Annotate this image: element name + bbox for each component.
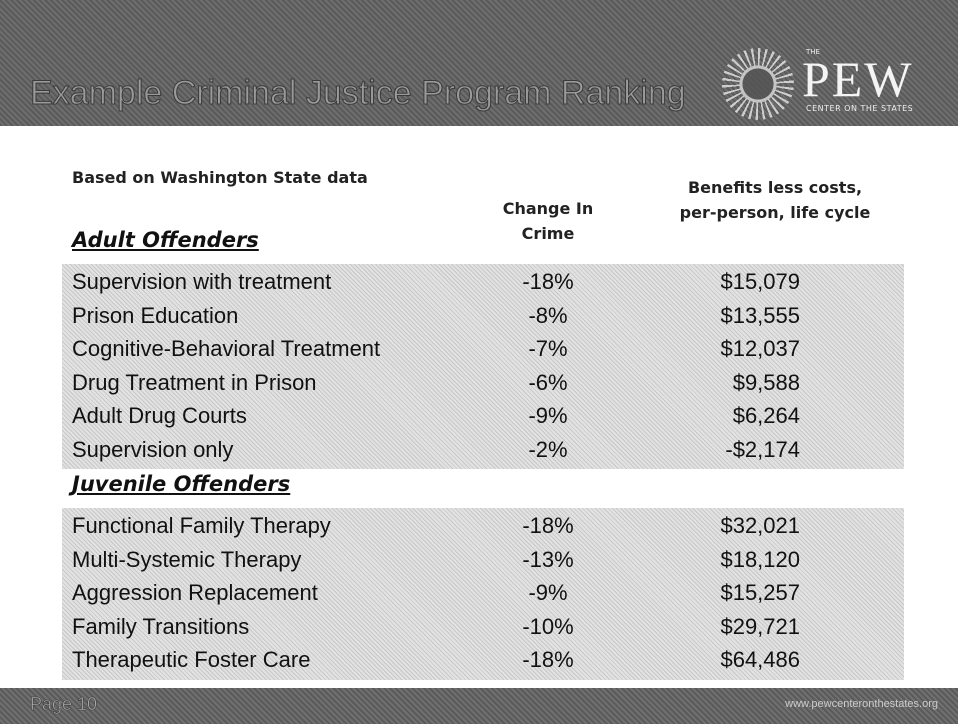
note: Based on Washington State data bbox=[72, 168, 368, 187]
program-name: Multi-Systemic Therapy bbox=[72, 546, 302, 572]
logo-name: PEW bbox=[802, 51, 914, 107]
crime-change: -9% bbox=[528, 403, 568, 428]
crime-change: -18% bbox=[522, 513, 574, 538]
net-benefit: $9,588 bbox=[732, 369, 800, 395]
net-benefit: $15,079 bbox=[720, 269, 800, 294]
program-name: Family Transitions bbox=[72, 613, 250, 639]
crime-change: -13% bbox=[522, 546, 574, 572]
program-name: Adult Drug Courts bbox=[72, 403, 247, 428]
program-name: Therapeutic Foster Care bbox=[72, 647, 311, 672]
crime-change: -6% bbox=[528, 369, 568, 395]
logo-small: THE bbox=[806, 48, 820, 56]
net-benefit: $15,257 bbox=[720, 580, 800, 605]
section-band bbox=[62, 264, 904, 469]
column-header: per-person, life cycle bbox=[679, 203, 871, 222]
section-title: Juvenile Offenders bbox=[72, 472, 291, 496]
crime-change: -7% bbox=[528, 336, 568, 361]
column-header: Crime bbox=[521, 224, 575, 243]
section-band bbox=[62, 508, 904, 680]
column-header: Benefits less costs, bbox=[687, 178, 863, 197]
net-benefit: $29,721 bbox=[720, 613, 800, 639]
crime-change: -9% bbox=[528, 580, 568, 605]
net-benefit: -$2,174 bbox=[725, 436, 800, 462]
program-name: Supervision only bbox=[72, 436, 234, 462]
header-band bbox=[0, 0, 958, 126]
net-benefit: $64,486 bbox=[720, 647, 800, 672]
footer-band bbox=[0, 688, 958, 724]
slide-title: Example Criminal Justice Program Ranking bbox=[30, 74, 687, 113]
logo-sun bbox=[722, 48, 794, 120]
crime-change: -2% bbox=[528, 436, 568, 462]
program-name: Supervision with treatment bbox=[72, 269, 332, 294]
crime-change: -8% bbox=[528, 302, 568, 328]
net-benefit: $6,264 bbox=[732, 403, 800, 428]
net-benefit: $32,021 bbox=[720, 513, 800, 538]
page-number: Page 10 bbox=[30, 694, 98, 715]
program-name: Cognitive-Behavioral Treatment bbox=[72, 336, 381, 361]
crime-change: -18% bbox=[522, 647, 574, 672]
net-benefit: $12,037 bbox=[720, 336, 800, 361]
crime-change: -10% bbox=[522, 613, 574, 639]
program-name: Aggression Replacement bbox=[72, 580, 318, 605]
section-title: Adult Offenders bbox=[72, 228, 259, 252]
net-benefit: $13,555 bbox=[720, 302, 800, 328]
program-name: Prison Education bbox=[72, 302, 239, 328]
footer-url: www.pewcenteronthestates.org bbox=[785, 698, 938, 710]
program-name: Drug Treatment in Prison bbox=[72, 369, 317, 395]
crime-change: -18% bbox=[522, 269, 574, 294]
net-benefit: $18,120 bbox=[720, 546, 800, 572]
column-header: Change In bbox=[502, 199, 594, 218]
logo-tagline: CENTER ON THE STATES bbox=[806, 104, 914, 113]
program-name: Functional Family Therapy bbox=[72, 513, 331, 538]
